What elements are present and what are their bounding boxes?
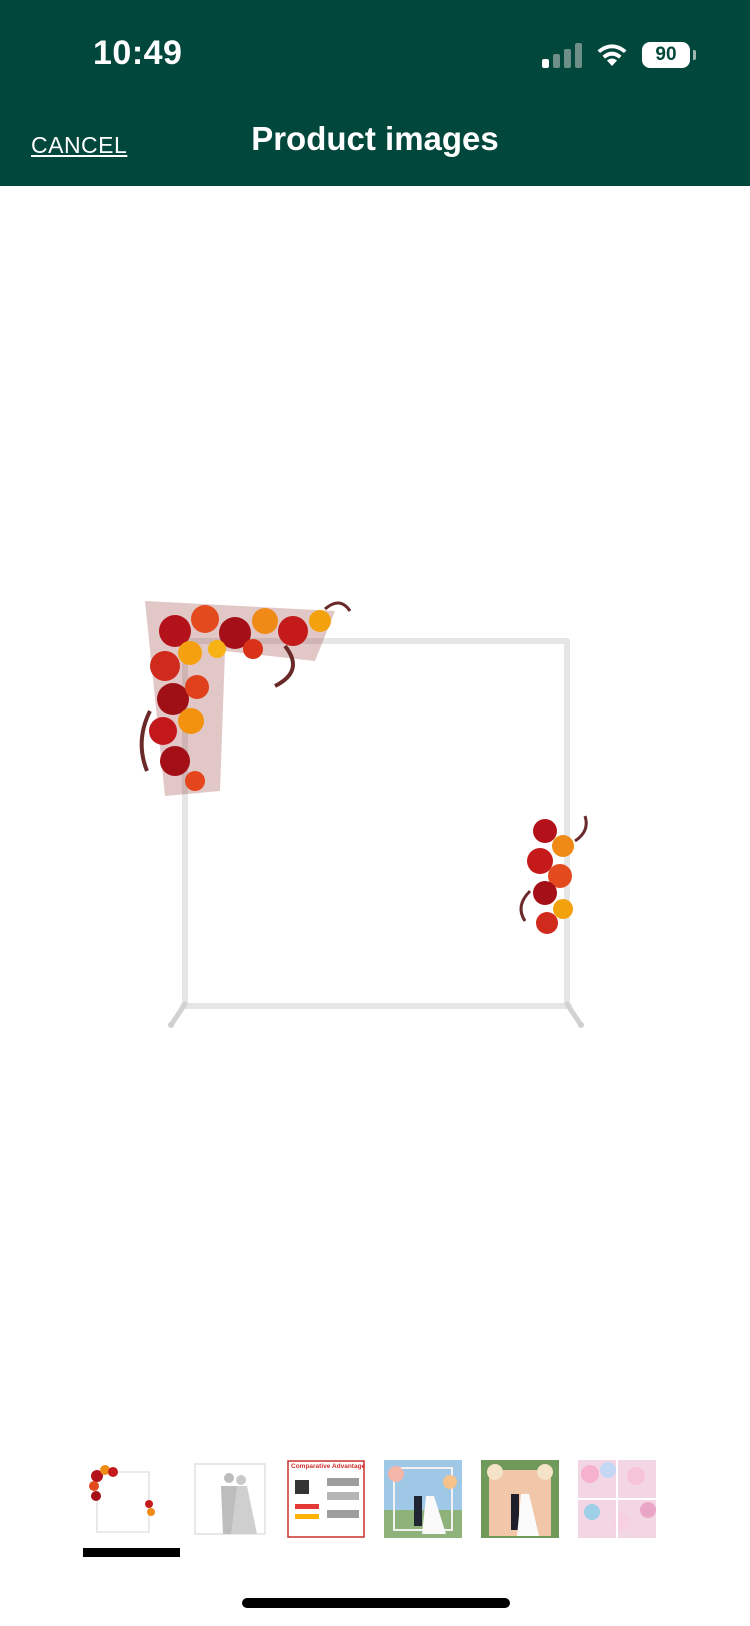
floral-backdrop-arch-image (139, 601, 588, 1028)
product-main-image[interactable] (0, 186, 750, 1426)
home-indicator[interactable] (242, 1598, 510, 1608)
selected-thumbnail-indicator (83, 1548, 180, 1557)
status-time: 10:49 (93, 34, 183, 72)
balloon-collage-thumbnail[interactable] (578, 1460, 656, 1538)
wedding-arch-outdoor-thumbnail[interactable] (384, 1460, 462, 1538)
cancel-button[interactable]: CANCEL (31, 132, 128, 158)
couple-dimensions-thumbnail[interactable] (191, 1460, 269, 1538)
pink-drapes-wedding-thumbnail[interactable] (481, 1460, 559, 1538)
cellular-signal-icon (542, 42, 582, 68)
comparative-advantage-thumbnail[interactable]: Comparative Advantage (287, 1460, 365, 1538)
comparative-advantage-label: Comparative Advantage (291, 1463, 365, 1470)
battery-icon: 90 (642, 42, 696, 68)
battery-level: 90 (655, 44, 677, 65)
thumbnail-strip: Comparative Advantage (83, 1460, 663, 1540)
status-icons: 90 (542, 40, 696, 70)
app-header: 10:49 90 CANCEL Product images (0, 0, 750, 186)
page-title: Product images (251, 120, 499, 157)
wifi-icon (597, 44, 627, 66)
floral-arch-thumbnail[interactable] (83, 1460, 161, 1538)
